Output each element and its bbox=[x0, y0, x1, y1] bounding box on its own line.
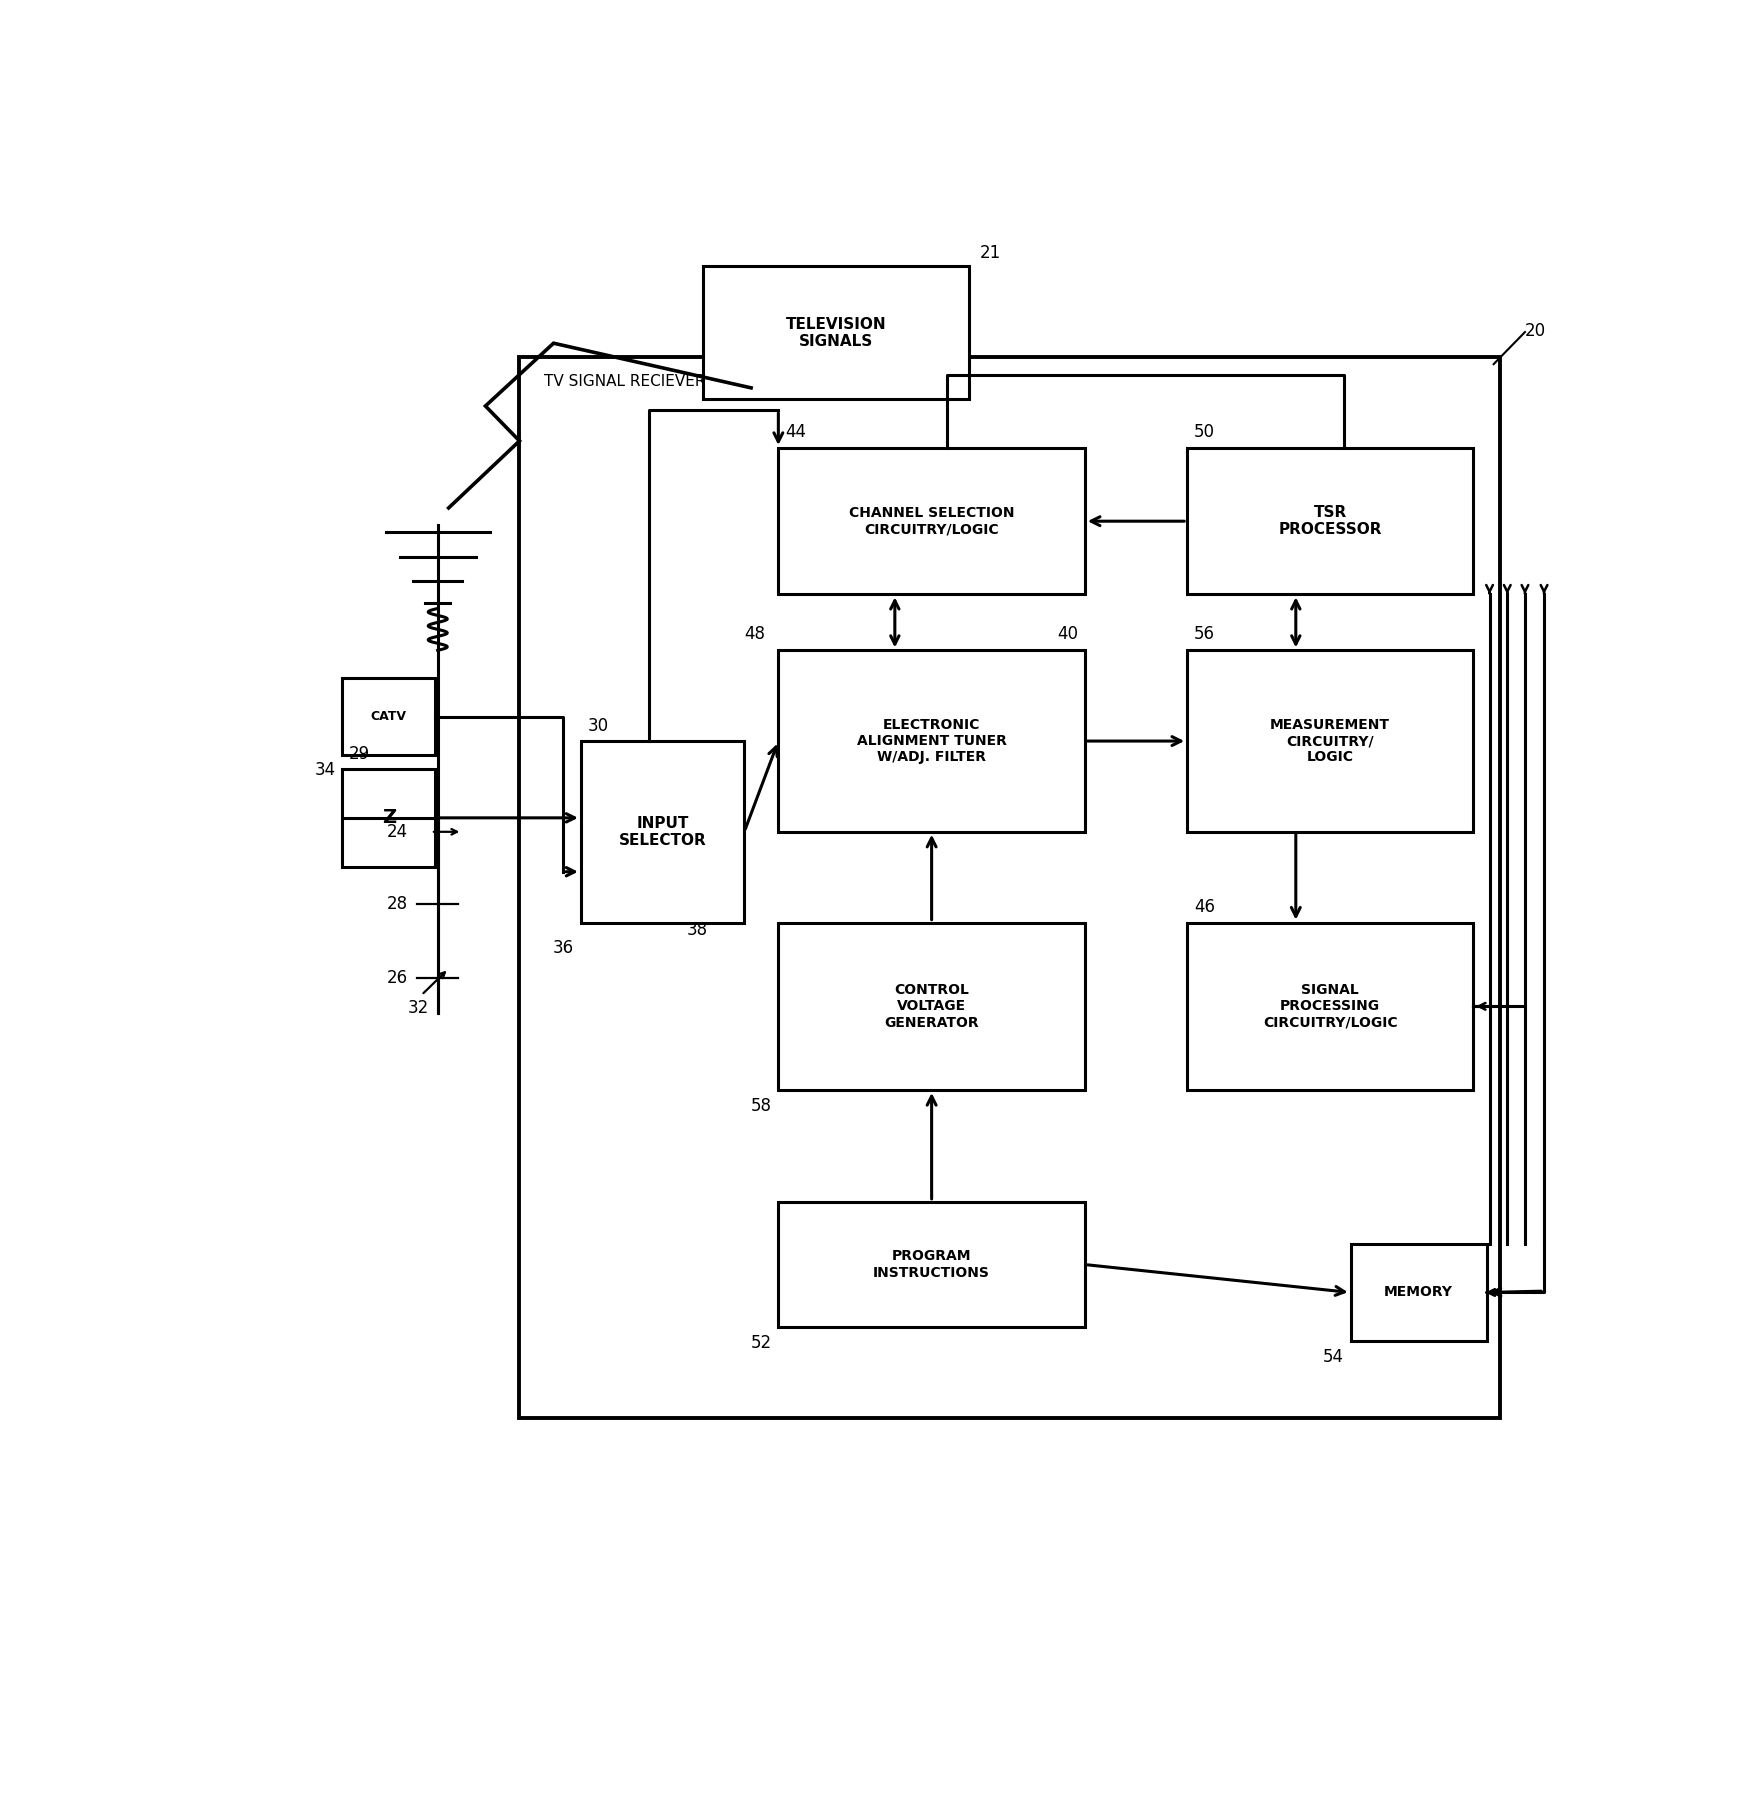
Text: 30: 30 bbox=[587, 718, 608, 736]
FancyBboxPatch shape bbox=[703, 267, 968, 399]
Text: 52: 52 bbox=[750, 1334, 771, 1352]
Text: CONTROL
VOLTAGE
GENERATOR: CONTROL VOLTAGE GENERATOR bbox=[884, 983, 979, 1030]
Text: 44: 44 bbox=[785, 422, 806, 441]
Text: 38: 38 bbox=[687, 921, 708, 939]
Text: TV SIGNAL RECIEVER: TV SIGNAL RECIEVER bbox=[543, 373, 705, 390]
Text: 48: 48 bbox=[743, 625, 764, 644]
FancyBboxPatch shape bbox=[343, 769, 434, 867]
Text: TELEVISION
SIGNALS: TELEVISION SIGNALS bbox=[785, 317, 886, 348]
FancyBboxPatch shape bbox=[580, 742, 743, 923]
Text: CHANNEL SELECTION
CIRCUITRY/LOGIC: CHANNEL SELECTION CIRCUITRY/LOGIC bbox=[849, 506, 1014, 537]
FancyBboxPatch shape bbox=[778, 448, 1084, 595]
Text: 20: 20 bbox=[1523, 323, 1544, 341]
FancyBboxPatch shape bbox=[778, 1202, 1084, 1327]
Text: INPUT
SELECTOR: INPUT SELECTOR bbox=[618, 816, 706, 848]
Text: 36: 36 bbox=[552, 939, 573, 957]
FancyBboxPatch shape bbox=[778, 651, 1084, 832]
Text: 26: 26 bbox=[387, 970, 408, 988]
Text: 29: 29 bbox=[350, 745, 371, 763]
Text: PROGRAM
INSTRUCTIONS: PROGRAM INSTRUCTIONS bbox=[873, 1249, 989, 1280]
Text: TSR
PROCESSOR: TSR PROCESSOR bbox=[1277, 506, 1381, 537]
Text: 40: 40 bbox=[1056, 625, 1077, 644]
FancyBboxPatch shape bbox=[1186, 448, 1472, 595]
Text: 28: 28 bbox=[387, 896, 408, 914]
Text: CATV: CATV bbox=[371, 711, 406, 723]
Text: 56: 56 bbox=[1193, 625, 1214, 644]
Text: ELECTRONIC
ALIGNMENT TUNER
W/ADJ. FILTER: ELECTRONIC ALIGNMENT TUNER W/ADJ. FILTER bbox=[856, 718, 1007, 765]
FancyBboxPatch shape bbox=[1186, 651, 1472, 832]
Text: 46: 46 bbox=[1193, 897, 1214, 916]
Text: 58: 58 bbox=[750, 1097, 771, 1115]
Text: Z: Z bbox=[381, 809, 395, 827]
FancyBboxPatch shape bbox=[778, 923, 1084, 1090]
FancyBboxPatch shape bbox=[1186, 923, 1472, 1090]
Text: 32: 32 bbox=[408, 999, 429, 1017]
FancyBboxPatch shape bbox=[520, 357, 1499, 1418]
Text: 34: 34 bbox=[315, 761, 336, 778]
FancyBboxPatch shape bbox=[1349, 1244, 1486, 1342]
Text: MEASUREMENT
CIRCUITRY/
LOGIC: MEASUREMENT CIRCUITRY/ LOGIC bbox=[1269, 718, 1390, 765]
Text: 54: 54 bbox=[1321, 1349, 1342, 1367]
Text: 24: 24 bbox=[387, 823, 408, 841]
Text: SIGNAL
PROCESSING
CIRCUITRY/LOGIC: SIGNAL PROCESSING CIRCUITRY/LOGIC bbox=[1262, 983, 1397, 1030]
Text: MEMORY: MEMORY bbox=[1383, 1285, 1453, 1300]
Text: 21: 21 bbox=[979, 245, 1001, 263]
Text: 50: 50 bbox=[1193, 422, 1214, 441]
FancyBboxPatch shape bbox=[343, 678, 434, 754]
